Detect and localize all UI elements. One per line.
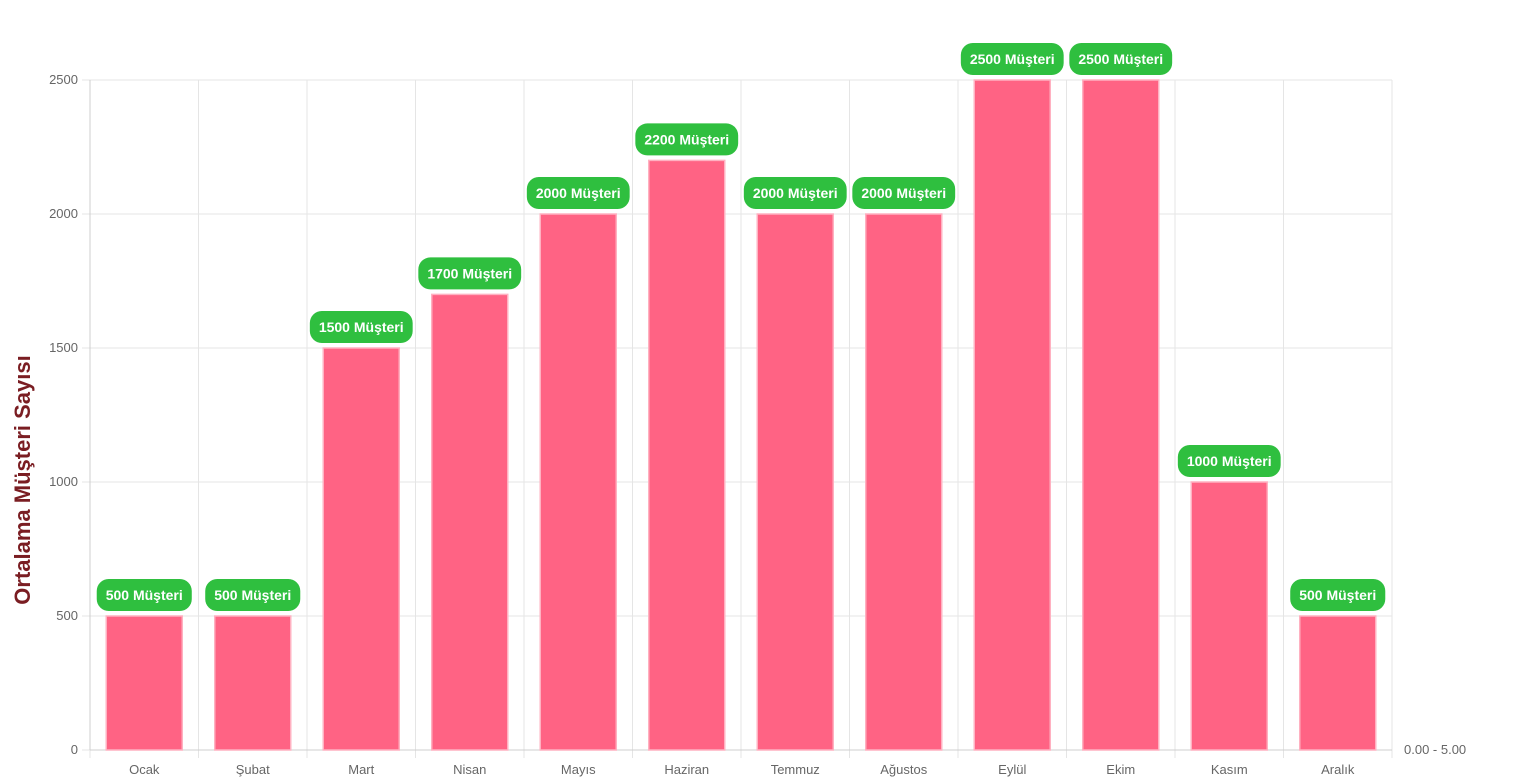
x-tick-label: Aralık bbox=[1321, 762, 1355, 777]
bar bbox=[1190, 481, 1268, 751]
x-tick-label: Ekim bbox=[1106, 762, 1135, 777]
data-label-text: 2500 Müşteri bbox=[970, 51, 1055, 67]
data-label-text: 2200 Müşteri bbox=[644, 131, 729, 147]
grid-layer bbox=[82, 79, 1393, 758]
x-tick-label: Ağustos bbox=[880, 762, 927, 777]
x-tick-label: Şubat bbox=[236, 762, 270, 777]
data-label: 1700 Müşteri bbox=[418, 257, 522, 290]
y-tick-label: 2000 bbox=[49, 206, 78, 221]
data-label-text: 1500 Müşteri bbox=[319, 319, 404, 335]
x-tick-label: Eylül bbox=[998, 762, 1026, 777]
data-label-background bbox=[635, 123, 739, 156]
data-label-text: 2000 Müşteri bbox=[753, 185, 838, 201]
y-tick-label: 1500 bbox=[49, 340, 78, 355]
bar bbox=[322, 347, 400, 751]
x-axis-ticks: Ocak Şubat Mart Nisan Mayıs Haziran Temmuz Ağus… bbox=[129, 762, 1355, 777]
data-label: 2000 Müşteri bbox=[526, 177, 630, 209]
data-label-text: 500 Müşteri bbox=[214, 587, 291, 603]
data-label: 500 Müşteri bbox=[205, 579, 301, 611]
data-labels-layer: 500 Müşteri 500 Müşteri 1500 Müşteri 1700 M… bbox=[96, 43, 1386, 611]
bar bbox=[214, 615, 292, 751]
data-label-background bbox=[526, 177, 630, 209]
data-label-background bbox=[1069, 43, 1173, 75]
data-label: 2500 Müşteri bbox=[960, 43, 1064, 75]
bars-layer bbox=[105, 79, 1377, 751]
y-tick-label: 500 bbox=[56, 608, 78, 623]
bar bbox=[539, 213, 617, 751]
data-label-text: 2000 Müşteri bbox=[861, 185, 946, 201]
y-axis-title: Ortalama Müşteri Sayısı bbox=[10, 355, 35, 604]
bar bbox=[973, 79, 1051, 751]
bar bbox=[648, 159, 726, 751]
bar bbox=[756, 213, 834, 751]
bar bbox=[431, 293, 509, 751]
data-label-background bbox=[205, 579, 301, 611]
data-label-background bbox=[852, 177, 956, 209]
data-label-text: 500 Müşteri bbox=[106, 587, 183, 603]
data-label-text: 1000 Müşteri bbox=[1187, 453, 1272, 469]
data-label-background bbox=[1290, 579, 1386, 611]
data-label-background bbox=[1177, 445, 1281, 477]
bar bbox=[1082, 79, 1160, 751]
data-label-background bbox=[96, 579, 192, 611]
data-label: 2500 Müşteri bbox=[1069, 43, 1173, 75]
data-label: 2000 Müşteri bbox=[743, 177, 847, 209]
y-tick-label: 2500 bbox=[49, 72, 78, 87]
y-axis-ticks: 0 500 1000 1500 2000 2500 bbox=[49, 72, 78, 757]
x-tick-label: Haziran bbox=[664, 762, 709, 777]
data-label-background bbox=[309, 311, 413, 343]
data-label: 500 Müşteri bbox=[1290, 579, 1386, 611]
data-label-text: 500 Müşteri bbox=[1299, 587, 1376, 603]
data-label: 500 Müşteri bbox=[96, 579, 192, 611]
data-label: 2000 Müşteri bbox=[852, 177, 956, 209]
data-label: 1000 Müşteri bbox=[1177, 445, 1281, 477]
x-tick-label: Mart bbox=[348, 762, 374, 777]
bar bbox=[1299, 615, 1377, 751]
x-tick-label: Nisan bbox=[453, 762, 486, 777]
data-label-background bbox=[743, 177, 847, 209]
data-label: 2200 Müşteri bbox=[635, 123, 739, 156]
data-label-text: 2000 Müşteri bbox=[536, 185, 621, 201]
x-tick-label: Kasım bbox=[1211, 762, 1248, 777]
data-label-text: 1700 Müşteri bbox=[427, 265, 512, 281]
x-tick-label: Ocak bbox=[129, 762, 160, 777]
data-label-text: 2500 Müşteri bbox=[1078, 51, 1163, 67]
right-axis-range-label: 0.00 - 5.00 bbox=[1404, 742, 1466, 757]
data-label-background bbox=[418, 257, 522, 290]
data-label: 1500 Müşteri bbox=[309, 311, 413, 343]
y-tick-label: 1000 bbox=[49, 474, 78, 489]
data-label-background bbox=[960, 43, 1064, 75]
y-tick-label: 0 bbox=[71, 742, 78, 757]
x-tick-label: Temmuz bbox=[771, 762, 820, 777]
x-tick-label: Mayıs bbox=[561, 762, 596, 777]
bar bbox=[105, 615, 183, 751]
bar bbox=[865, 213, 943, 751]
